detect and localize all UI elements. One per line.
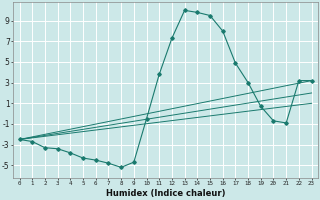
- X-axis label: Humidex (Indice chaleur): Humidex (Indice chaleur): [106, 189, 225, 198]
